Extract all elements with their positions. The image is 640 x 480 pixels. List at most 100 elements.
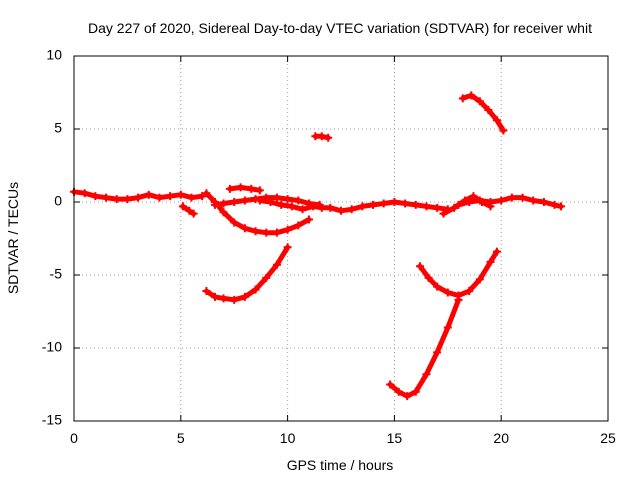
data-point bbox=[283, 195, 292, 204]
data-point bbox=[251, 227, 260, 236]
data-point bbox=[144, 190, 153, 199]
data-point bbox=[337, 206, 345, 215]
data-point bbox=[422, 370, 431, 379]
data-point bbox=[315, 200, 324, 209]
data-point bbox=[247, 184, 256, 193]
data-point bbox=[272, 228, 281, 237]
y-axis-label: SDTVAR / TECUs bbox=[5, 182, 21, 294]
data-point bbox=[225, 184, 234, 193]
data-point bbox=[155, 193, 164, 202]
data-point bbox=[294, 196, 303, 205]
data-point bbox=[326, 203, 335, 212]
x-tick-label: 15 bbox=[387, 430, 403, 446]
data-point bbox=[422, 202, 431, 211]
data-point bbox=[358, 202, 367, 211]
data-point bbox=[492, 116, 501, 125]
data-point bbox=[411, 387, 420, 396]
data-point bbox=[484, 106, 493, 115]
data-point bbox=[187, 193, 196, 202]
chart-title: Day 227 of 2020, Sidereal Day-to-day VTE… bbox=[88, 20, 592, 36]
data-series bbox=[70, 91, 566, 401]
x-axis-label: GPS time / hours bbox=[287, 457, 394, 473]
data-point bbox=[210, 292, 219, 301]
data-point bbox=[492, 247, 501, 256]
data-point bbox=[240, 292, 249, 301]
data-point bbox=[557, 202, 566, 211]
data-point bbox=[230, 218, 239, 227]
data-point bbox=[401, 199, 410, 208]
data-point bbox=[433, 282, 442, 291]
data-point bbox=[283, 243, 292, 252]
data-point bbox=[507, 193, 516, 202]
data-point bbox=[443, 288, 452, 297]
data-point bbox=[102, 193, 111, 202]
data-point bbox=[394, 387, 403, 396]
data-point bbox=[304, 215, 313, 224]
data-point bbox=[465, 287, 474, 296]
data-point bbox=[486, 202, 495, 211]
data-point bbox=[230, 295, 239, 304]
data-point bbox=[460, 196, 469, 205]
data-point bbox=[251, 285, 260, 294]
plot-frame bbox=[73, 55, 609, 422]
data-point bbox=[236, 183, 245, 192]
data-point bbox=[486, 257, 495, 266]
series-line bbox=[417, 249, 500, 298]
y-tick-label: 0 bbox=[54, 193, 62, 209]
data-point bbox=[411, 200, 420, 209]
data-point bbox=[450, 203, 459, 212]
data-point bbox=[230, 198, 239, 206]
x-tick-label: 10 bbox=[280, 430, 296, 446]
series-upper-right bbox=[458, 91, 508, 135]
data-point bbox=[390, 198, 399, 206]
series-line bbox=[227, 184, 263, 193]
data-point bbox=[166, 192, 175, 201]
data-point bbox=[416, 262, 425, 271]
data-point bbox=[433, 348, 442, 357]
data-point bbox=[251, 195, 260, 204]
data-point bbox=[475, 97, 484, 106]
data-point bbox=[198, 192, 207, 201]
series-right-curve-b bbox=[386, 295, 463, 401]
data-point bbox=[219, 294, 228, 303]
data-point bbox=[469, 192, 478, 201]
series-bump-arc bbox=[225, 183, 264, 195]
data-point bbox=[80, 189, 89, 198]
data-point bbox=[262, 193, 271, 202]
data-point bbox=[499, 126, 508, 135]
x-tick-label: 20 bbox=[493, 430, 509, 446]
series-blip bbox=[311, 132, 333, 142]
series-line bbox=[387, 297, 461, 399]
data-point bbox=[386, 380, 395, 389]
x-tick-label: 5 bbox=[177, 430, 185, 446]
data-point bbox=[443, 323, 452, 332]
series-right-curve-a bbox=[416, 247, 501, 300]
data-point bbox=[477, 198, 486, 206]
data-point bbox=[529, 196, 538, 205]
series-line bbox=[203, 244, 291, 303]
data-point bbox=[202, 287, 211, 296]
y-tick-label: -15 bbox=[42, 412, 62, 428]
data-point bbox=[424, 273, 433, 282]
data-point bbox=[433, 203, 442, 212]
data-point bbox=[439, 209, 448, 218]
series-dip-arc bbox=[202, 189, 313, 237]
y-tick-label: 5 bbox=[54, 120, 62, 136]
series-baseline-early bbox=[70, 187, 207, 204]
data-point bbox=[262, 273, 271, 282]
data-point bbox=[219, 208, 228, 217]
y-tick-label: -10 bbox=[42, 339, 62, 355]
data-point bbox=[272, 260, 281, 269]
data-point bbox=[324, 133, 333, 142]
y-tick-label: 10 bbox=[46, 47, 62, 63]
series-short-dip bbox=[178, 202, 198, 218]
data-point bbox=[272, 193, 281, 202]
grid-lines bbox=[74, 56, 608, 421]
x-tick-label: 25 bbox=[600, 430, 616, 446]
data-point bbox=[255, 186, 264, 195]
data-point bbox=[497, 196, 506, 205]
data-point bbox=[210, 200, 219, 209]
x-tick-label: 0 bbox=[70, 430, 78, 446]
data-point bbox=[123, 195, 132, 204]
